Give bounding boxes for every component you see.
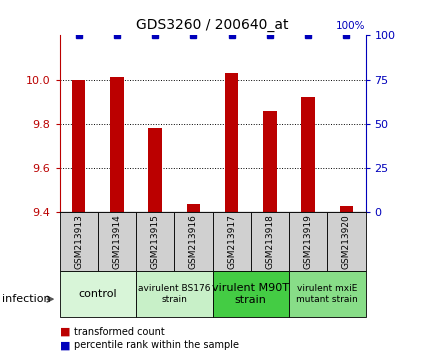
Text: percentile rank within the sample: percentile rank within the sample: [74, 340, 239, 350]
Bar: [301, 97, 315, 212]
Text: avirulent BS176
strain: avirulent BS176 strain: [138, 284, 210, 303]
Bar: [187, 204, 200, 212]
Bar: [212, 271, 289, 317]
Text: transformed count: transformed count: [74, 327, 165, 337]
Text: GSM213918: GSM213918: [265, 214, 275, 269]
Text: ■: ■: [60, 340, 70, 350]
Bar: [110, 78, 124, 212]
Bar: [263, 111, 277, 212]
Bar: [251, 212, 289, 271]
Bar: [174, 212, 212, 271]
Bar: [340, 206, 353, 212]
Bar: [136, 271, 212, 317]
Text: 100%: 100%: [336, 21, 366, 31]
Title: GDS3260 / 200640_at: GDS3260 / 200640_at: [136, 18, 289, 32]
Text: GSM213913: GSM213913: [74, 214, 83, 269]
Text: ■: ■: [60, 327, 70, 337]
Text: control: control: [79, 289, 117, 299]
Bar: [225, 73, 238, 212]
Bar: [289, 212, 327, 271]
Text: virulent M90T
strain: virulent M90T strain: [212, 283, 289, 305]
Text: GSM213920: GSM213920: [342, 214, 351, 269]
Bar: [72, 80, 85, 212]
Text: GSM213917: GSM213917: [227, 214, 236, 269]
Bar: [136, 212, 174, 271]
Text: virulent mxiE
mutant strain: virulent mxiE mutant strain: [296, 284, 358, 303]
Bar: [60, 271, 136, 317]
Text: GSM213916: GSM213916: [189, 214, 198, 269]
Text: GSM213914: GSM213914: [112, 214, 122, 269]
Bar: [148, 129, 162, 212]
Bar: [60, 212, 98, 271]
Text: GSM213919: GSM213919: [303, 214, 313, 269]
Bar: [212, 212, 251, 271]
Bar: [289, 271, 366, 317]
Bar: [327, 212, 366, 271]
Text: GSM213915: GSM213915: [150, 214, 160, 269]
Text: infection: infection: [2, 294, 51, 304]
Bar: [98, 212, 136, 271]
